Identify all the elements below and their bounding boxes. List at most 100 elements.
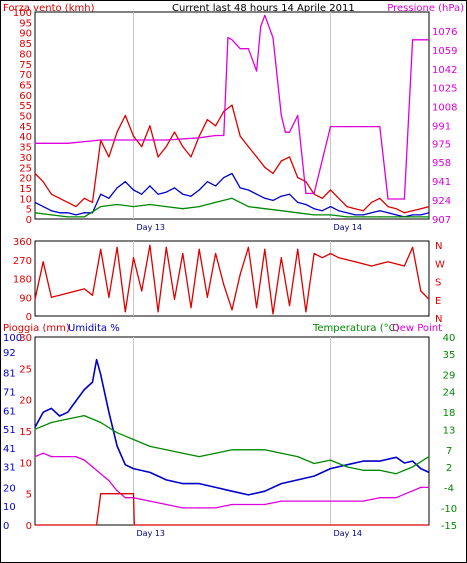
- series-gust-point: [108, 156, 110, 158]
- series-humidity-point: [116, 445, 118, 447]
- series-humidity-point: [96, 359, 98, 361]
- series-low-point: [83, 216, 85, 218]
- series-low-point: [231, 197, 233, 199]
- direction-tick-label: 270: [13, 256, 32, 267]
- series-temperature-point: [182, 452, 184, 454]
- series-pressure-point: [329, 126, 332, 128]
- series-temperature-point: [132, 438, 135, 441]
- day-label: Day 13: [137, 223, 166, 232]
- series-dewpoint-point: [280, 500, 282, 502]
- series-pressure-point: [395, 198, 397, 200]
- series-pressure-point: [272, 37, 274, 39]
- series-humidity-point: [403, 462, 405, 464]
- series-average-point: [165, 191, 167, 193]
- temperature-tick-label: 24: [443, 388, 456, 399]
- series-dewpoint-point: [59, 456, 61, 458]
- series-temperature-point: [362, 469, 364, 471]
- wind-tick-label: 15: [19, 184, 32, 195]
- series-gust-point: [231, 104, 233, 106]
- series-rain: [35, 493, 429, 526]
- series-dewpoint-point: [395, 497, 397, 499]
- series-average-point: [239, 187, 241, 189]
- direction-tick-label: 90: [19, 293, 32, 304]
- series-pressure-point: [227, 37, 229, 39]
- rain-tick-label: 25: [19, 364, 32, 375]
- series-humidity-point: [362, 460, 364, 462]
- series-pressure-point: [297, 114, 299, 117]
- wind-tick-label: 100: [13, 8, 32, 19]
- series-pressure-point: [346, 126, 348, 128]
- series-average-point: [157, 193, 159, 195]
- series-humidity-point: [412, 460, 414, 462]
- series-humidity-point: [420, 468, 422, 470]
- series-humidity-point: [34, 426, 36, 428]
- series-direction-point: [420, 290, 422, 292]
- series-gust-point: [247, 146, 249, 148]
- compass-label: W: [435, 259, 445, 270]
- series-temperature-point: [116, 432, 118, 434]
- series-direction-point: [379, 263, 381, 265]
- series-direction-point: [264, 248, 266, 250]
- series-average-point: [264, 197, 266, 199]
- series-average-point: [124, 181, 126, 183]
- series-gust-point: [83, 197, 85, 199]
- humidity-tick-label: 20: [3, 483, 16, 494]
- series-dewpoint-point: [67, 456, 69, 458]
- temperature-tick-label: 40: [443, 333, 456, 344]
- compass-label: S: [435, 278, 441, 289]
- compass-label: N: [435, 314, 442, 325]
- series-low-point: [100, 206, 102, 208]
- series-direction-point: [91, 294, 94, 296]
- series-temperature-point: [165, 449, 167, 451]
- series-dewpoint-point: [75, 456, 77, 458]
- wind-tick-label: 5: [26, 205, 32, 216]
- series-direction-point: [387, 261, 389, 263]
- series-gust-point: [91, 201, 94, 203]
- series-pressure-point: [223, 134, 225, 137]
- series-dewpoint-point: [428, 486, 430, 488]
- series-humidity-point: [395, 456, 397, 458]
- series-low-point: [346, 216, 348, 218]
- series-average-point: [379, 210, 381, 212]
- pressure-tick-label: 991: [432, 122, 451, 133]
- series-dewpoint-point: [124, 497, 126, 499]
- series-direction-point: [354, 261, 356, 263]
- wind-tick-label: 95: [19, 18, 32, 29]
- wind-tick-label: 50: [19, 112, 32, 123]
- temperature-tick-label: 35: [443, 350, 456, 361]
- humidity-tick-label: 61: [3, 406, 16, 417]
- series-direction-point: [157, 311, 159, 313]
- series-direction-point: [173, 298, 176, 300]
- series-average-point: [412, 214, 414, 216]
- series-direction-point: [403, 265, 405, 267]
- series-pressure-point: [280, 114, 282, 117]
- series-pressure-point: [379, 126, 381, 128]
- series-low-point: [215, 201, 217, 203]
- series-direction-point: [231, 309, 233, 311]
- series-humidity-point: [59, 415, 61, 417]
- series-direction-point: [116, 246, 118, 248]
- series-direction-point: [280, 257, 282, 259]
- series-pressure-point: [412, 39, 414, 41]
- series-low-point: [116, 203, 118, 206]
- series-average-point: [321, 210, 323, 212]
- series-average-point: [198, 189, 200, 191]
- series-low-point: [182, 208, 184, 210]
- series-dewpoint-point: [362, 500, 364, 502]
- series-direction-point: [412, 246, 414, 248]
- series-pressure-point: [284, 131, 286, 133]
- series-humidity-point: [67, 411, 69, 413]
- series-dewpoint-point: [329, 500, 332, 502]
- wind-tick-label: 65: [19, 80, 32, 91]
- compass-label: N: [435, 241, 442, 252]
- series-average-point: [59, 212, 61, 214]
- series-dewpoint-point: [165, 503, 167, 506]
- series-dewpoint-point: [83, 459, 85, 461]
- series-humidity-point: [231, 490, 233, 492]
- series-humidity-point: [313, 475, 315, 477]
- series-low-point: [362, 216, 364, 218]
- wind-tick-label: 55: [19, 101, 32, 112]
- series-pressure-point: [403, 198, 405, 200]
- series-humidity-point: [329, 468, 332, 470]
- series-low-point: [428, 216, 430, 218]
